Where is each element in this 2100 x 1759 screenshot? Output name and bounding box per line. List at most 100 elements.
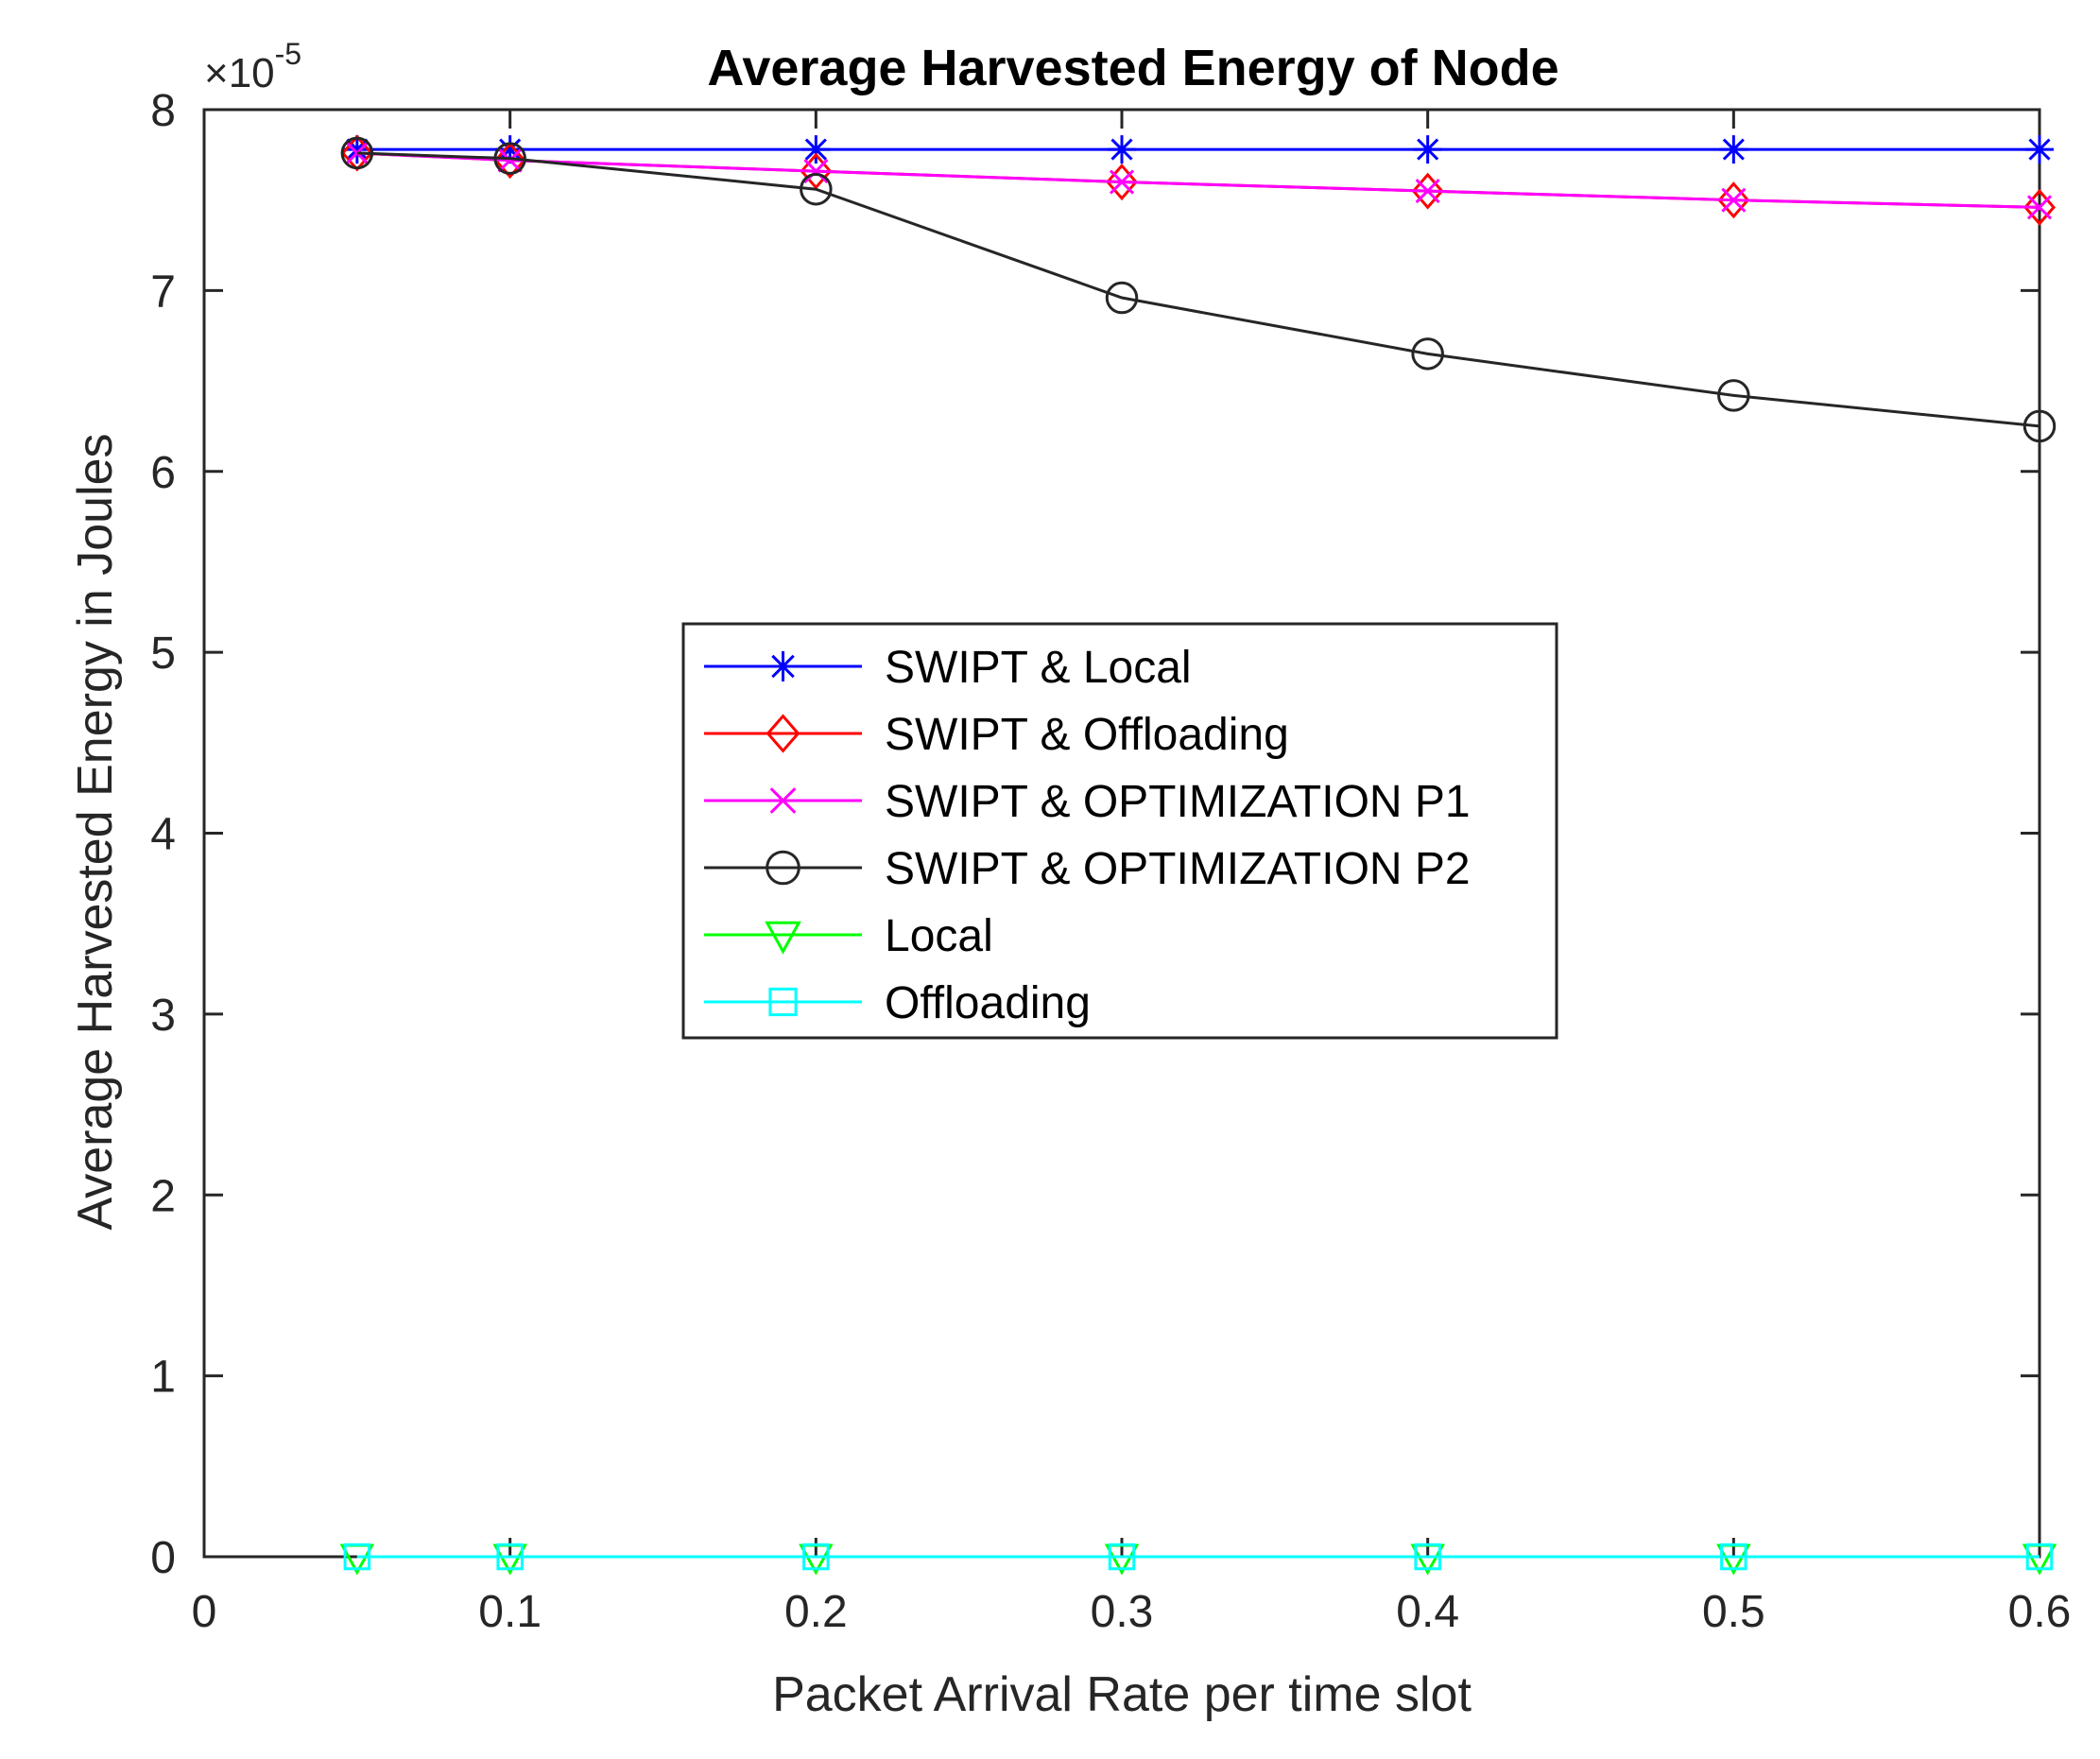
data-point (1411, 337, 1444, 371)
marker-shape (1717, 379, 1750, 412)
axis-ticks: 0 0.1 0.2 0.3 0.4 0.5 0.6 0 1 2 3 4 5 6 7 8 (150, 86, 2071, 1637)
data-point (1413, 135, 1442, 164)
legend-item: SWIPT & Local (704, 643, 1192, 693)
marker-shape (1108, 1543, 1136, 1571)
data-point (1720, 1543, 1747, 1571)
data-point (340, 136, 374, 170)
y-tick-label: 2 (150, 1171, 176, 1221)
legend-label: SWIPT & OPTIMIZATION P1 (885, 777, 1471, 827)
data-point (1415, 179, 1440, 204)
marker-stroke (769, 787, 797, 814)
legend-item: SWIPT & Offloading (704, 710, 1289, 760)
data-point (800, 152, 833, 190)
x-tick-label: 0.5 (1702, 1587, 1765, 1637)
marker-shape (1106, 164, 1138, 201)
marker-shape (1411, 172, 1444, 210)
marker-stroke (2026, 195, 2053, 220)
series (342, 135, 2054, 164)
y-tick-label: 8 (150, 86, 176, 136)
marker-shape (1105, 281, 1139, 315)
marker-stroke (497, 147, 523, 173)
data-point (768, 987, 798, 1017)
marker-stroke (803, 159, 829, 184)
y-tick-label: 6 (150, 448, 176, 498)
legend-label: SWIPT & Offloading (885, 710, 1289, 760)
legend-label: Offloading (885, 978, 1091, 1028)
marker-shape (2023, 409, 2057, 443)
marker-shape (1717, 181, 1750, 219)
data-point (803, 159, 829, 184)
marker-stroke (771, 654, 795, 679)
chart-title: Average Harvested Energy of Node (707, 40, 1558, 96)
data-point (1109, 169, 1135, 195)
marker-shape (800, 172, 833, 206)
series (343, 1543, 2054, 1571)
y-tick-label: 5 (150, 629, 176, 679)
data-point (766, 850, 800, 886)
legend-item: Local (704, 911, 993, 961)
data-point (767, 651, 799, 681)
marker-shape (765, 921, 801, 955)
x-tick-label: 0.3 (1091, 1587, 1154, 1637)
marker-shape (340, 136, 374, 170)
marker-shape (493, 142, 526, 180)
data-point (2025, 135, 2054, 164)
marker-shape (800, 152, 833, 190)
data-point (1717, 181, 1750, 219)
y-tick-label: 1 (150, 1353, 176, 1403)
marker-shape (766, 714, 800, 753)
data-point (1414, 1543, 1441, 1571)
data-point (1108, 135, 1136, 164)
x-tick-label: 0.6 (2008, 1587, 2072, 1637)
data-point (497, 147, 523, 173)
data-point (802, 1543, 830, 1571)
series-line (356, 151, 2040, 209)
series-layer (339, 134, 2057, 1576)
y-tick-label: 4 (150, 810, 176, 860)
legend-item: SWIPT & OPTIMIZATION P2 (704, 844, 1471, 894)
data-point (801, 135, 831, 164)
marker-stroke (2028, 138, 2051, 161)
marker-stroke (1109, 169, 1135, 195)
data-point (1717, 379, 1750, 412)
exponent-label: ×10-5 (204, 37, 301, 96)
data-point (2023, 409, 2057, 443)
series (339, 1543, 2057, 1576)
marker-shape (768, 987, 798, 1017)
data-point (496, 1543, 524, 1571)
marker-shape (2025, 1543, 2054, 1571)
marker-shape (1414, 1543, 1441, 1571)
data-point (1106, 164, 1138, 201)
x-tick-label: 0.4 (1396, 1587, 1459, 1637)
x-tick-label: 0 (192, 1587, 217, 1637)
series (344, 140, 2053, 220)
marker-stroke (1721, 187, 1747, 213)
legend-item: Offloading (704, 978, 1091, 1028)
legend-label: SWIPT & OPTIMIZATION P2 (885, 844, 1471, 894)
legend-label: Local (885, 911, 993, 961)
marker-stroke (1110, 138, 1133, 161)
marker-shape (343, 1543, 371, 1571)
data-point (1108, 1543, 1136, 1571)
marker-stroke (1417, 138, 1439, 161)
marker-shape (493, 142, 526, 175)
data-point (493, 142, 526, 180)
marker-shape (802, 1543, 830, 1571)
marker-shape (766, 850, 800, 886)
exponent-base: ×10 (204, 50, 275, 96)
data-point (1721, 187, 1747, 213)
data-point (2025, 1543, 2054, 1571)
x-axis-label: Packet Arrival Rate per time slot (772, 1667, 1472, 1722)
marker-stroke (1415, 179, 1440, 204)
marker-shape (2023, 188, 2056, 226)
data-point (2026, 195, 2053, 220)
legend: SWIPT & Local SWIPT & Offloading SWIPT & O… (681, 622, 1558, 1040)
legend-label: SWIPT & Local (885, 643, 1192, 693)
marker-shape (1411, 337, 1444, 371)
y-tick-label: 3 (150, 991, 176, 1041)
series (340, 136, 2057, 443)
data-point (766, 714, 800, 753)
data-point (493, 142, 526, 175)
data-point (800, 172, 833, 206)
data-point (343, 1543, 371, 1571)
